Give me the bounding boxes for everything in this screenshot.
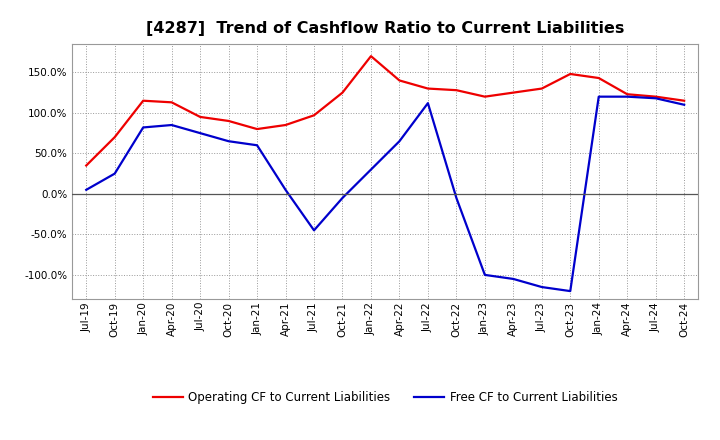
Free CF to Current Liabilities [537,284,546,290]
Operating CF to Current Liabilities [338,90,347,95]
Operating CF to Current Liabilities [110,135,119,140]
Operating CF to Current Liabilities [452,88,461,93]
Operating CF to Current Liabilities [537,86,546,91]
Free CF to Current Liabilities [338,195,347,201]
Operating CF to Current Liabilities [680,98,688,103]
Operating CF to Current Liabilities [225,118,233,124]
Operating CF to Current Liabilities [623,92,631,97]
Legend: Operating CF to Current Liabilities, Free CF to Current Liabilities: Operating CF to Current Liabilities, Fre… [148,387,622,409]
Free CF to Current Liabilities [509,276,518,282]
Free CF to Current Liabilities [282,187,290,192]
Operating CF to Current Liabilities [310,113,318,118]
Operating CF to Current Liabilities [423,86,432,91]
Line: Free CF to Current Liabilities: Free CF to Current Liabilities [86,97,684,291]
Operating CF to Current Liabilities [253,126,261,132]
Free CF to Current Liabilities [196,131,204,136]
Free CF to Current Liabilities [310,227,318,233]
Free CF to Current Liabilities [680,102,688,107]
Line: Operating CF to Current Liabilities: Operating CF to Current Liabilities [86,56,684,165]
Free CF to Current Liabilities [452,195,461,201]
Free CF to Current Liabilities [423,100,432,106]
Title: [4287]  Trend of Cashflow Ratio to Current Liabilities: [4287] Trend of Cashflow Ratio to Curren… [146,21,624,36]
Free CF to Current Liabilities [225,139,233,144]
Free CF to Current Liabilities [652,95,660,101]
Free CF to Current Liabilities [623,94,631,99]
Operating CF to Current Liabilities [366,54,375,59]
Operating CF to Current Liabilities [139,98,148,103]
Free CF to Current Liabilities [167,122,176,128]
Operating CF to Current Liabilities [82,163,91,168]
Operating CF to Current Liabilities [566,71,575,77]
Free CF to Current Liabilities [110,171,119,176]
Operating CF to Current Liabilities [595,75,603,81]
Operating CF to Current Liabilities [509,90,518,95]
Free CF to Current Liabilities [480,272,489,278]
Free CF to Current Liabilities [395,139,404,144]
Free CF to Current Liabilities [366,167,375,172]
Free CF to Current Liabilities [566,289,575,294]
Operating CF to Current Liabilities [395,78,404,83]
Operating CF to Current Liabilities [196,114,204,120]
Operating CF to Current Liabilities [480,94,489,99]
Operating CF to Current Liabilities [652,94,660,99]
Free CF to Current Liabilities [595,94,603,99]
Free CF to Current Liabilities [139,125,148,130]
Free CF to Current Liabilities [253,143,261,148]
Operating CF to Current Liabilities [282,122,290,128]
Free CF to Current Liabilities [82,187,91,192]
Operating CF to Current Liabilities [167,100,176,105]
